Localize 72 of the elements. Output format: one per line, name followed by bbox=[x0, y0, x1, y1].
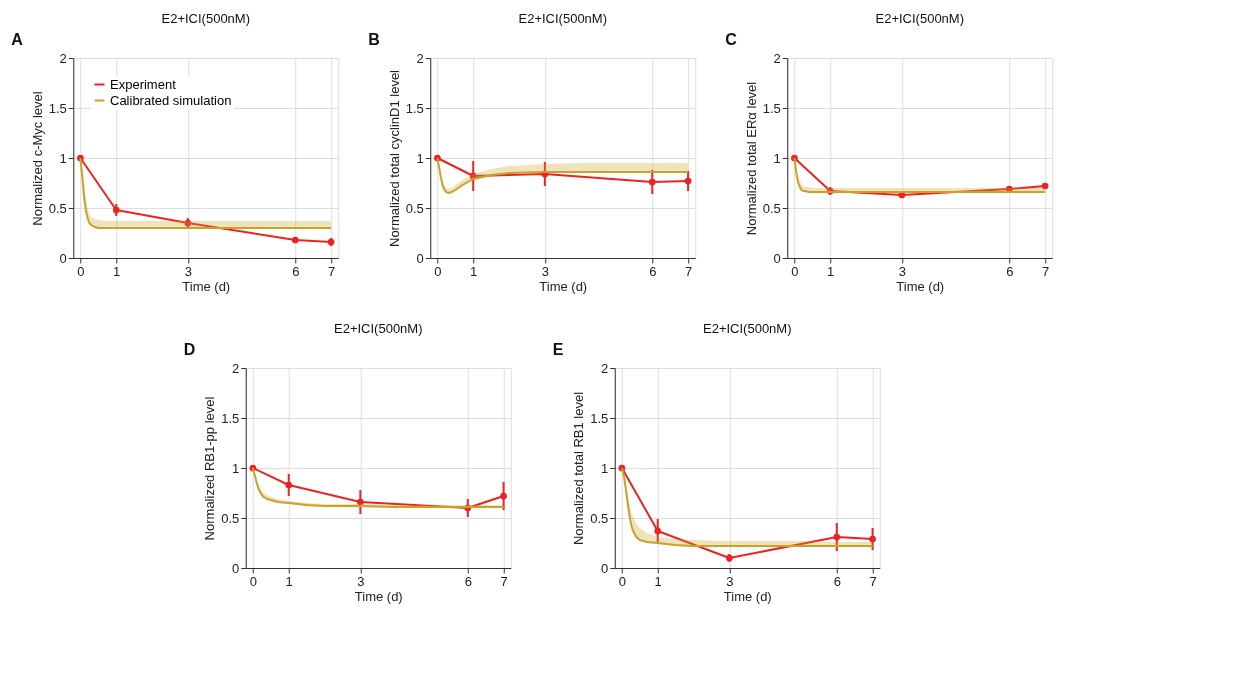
chart-title: E2+ICI(500nM) bbox=[333, 321, 423, 336]
y-tick-label: 0.5 bbox=[762, 200, 781, 216]
x-tick-label: 1 bbox=[285, 573, 293, 589]
y-tick-label: 1.5 bbox=[590, 410, 609, 426]
x-tick-label: 3 bbox=[357, 573, 365, 589]
x-axis-title: Time (d) bbox=[354, 588, 403, 604]
y-tick-label: 1 bbox=[416, 150, 424, 166]
x-axis-title: Time (d) bbox=[182, 278, 231, 294]
x-tick-label: 1 bbox=[827, 263, 835, 279]
x-tick-label: 6 bbox=[649, 263, 657, 279]
y-axis-title: Normalized total ERα level bbox=[743, 81, 759, 236]
x-tick-label: 1 bbox=[654, 573, 662, 589]
x-tick-label: 3 bbox=[184, 263, 192, 279]
x-tick-label: 7 bbox=[684, 263, 693, 279]
x-tick-label: 0 bbox=[791, 263, 799, 279]
x-tick-label: 7 bbox=[500, 573, 508, 589]
x-tick-label: 6 bbox=[1006, 263, 1014, 279]
x-axis-title: Time (d) bbox=[723, 588, 772, 604]
x-tick-label: 6 bbox=[833, 573, 841, 589]
text: C bbox=[725, 31, 738, 48]
x-axis-title: Time (d) bbox=[896, 278, 945, 294]
chart-title: E2+ICI(500nM) bbox=[875, 11, 965, 26]
y-tick-label: 1.5 bbox=[762, 100, 781, 116]
x-tick-label: 7 bbox=[869, 573, 877, 589]
x-tick-label: 3 bbox=[541, 263, 549, 279]
y-tick-label: 0.5 bbox=[405, 200, 424, 216]
y-tick-label: 2 bbox=[773, 50, 781, 66]
y-tick-label: 2 bbox=[59, 50, 67, 66]
y-tick-label: 0 bbox=[601, 560, 609, 576]
y-axis-title: Normalized c-Myc level bbox=[29, 91, 45, 226]
y-tick-label: 1.5 bbox=[405, 100, 424, 116]
y-tick-label: 0.5 bbox=[48, 200, 67, 216]
y-tick-label: 0 bbox=[59, 250, 67, 266]
text: B bbox=[368, 31, 380, 48]
x-axis-title: Time (d) bbox=[539, 278, 588, 294]
x-tick-label: 0 bbox=[618, 573, 627, 589]
x-tick-label: 7 bbox=[1041, 263, 1050, 279]
x-tick-label: 3 bbox=[898, 263, 906, 279]
y-tick-label: 1 bbox=[601, 460, 609, 476]
x-tick-label: 3 bbox=[726, 573, 734, 589]
y-tick-label: 2 bbox=[416, 50, 424, 66]
chart-title: E2+ICI(500nM) bbox=[702, 321, 792, 336]
y-tick-label: 0 bbox=[232, 560, 240, 576]
chart-title: E2+ICI(500nM) bbox=[518, 11, 608, 26]
y-tick-label: 1 bbox=[232, 460, 240, 476]
x-tick-label: 0 bbox=[434, 263, 442, 279]
y-tick-label: 1.5 bbox=[221, 410, 240, 426]
y-tick-label: 2 bbox=[232, 360, 240, 376]
x-tick-label: 0 bbox=[77, 263, 85, 279]
y-tick-label: 0.5 bbox=[590, 510, 609, 526]
x-tick-label: 1 bbox=[470, 263, 478, 279]
x-tick-label: 1 bbox=[113, 263, 121, 279]
y-axis-title: Normalized total RB1 level bbox=[571, 391, 587, 546]
y-tick-label: 1.5 bbox=[48, 100, 67, 116]
text: E bbox=[552, 341, 564, 358]
x-tick-label: 7 bbox=[327, 263, 336, 279]
chart-title: E2+ICI(500nM) bbox=[161, 11, 251, 26]
y-axis-title: Normalized total cyclinD1 level bbox=[386, 69, 402, 248]
y-tick-label: 0 bbox=[773, 250, 781, 266]
y-tick-label: 1 bbox=[59, 150, 67, 166]
y-tick-label: 0 bbox=[416, 250, 424, 266]
text: A bbox=[11, 31, 24, 48]
legend-label: Calibrated simulation bbox=[110, 92, 232, 108]
y-tick-label: 2 bbox=[601, 360, 609, 376]
x-tick-label: 6 bbox=[292, 263, 300, 279]
x-tick-label: 6 bbox=[464, 573, 472, 589]
legend-label: Experiment bbox=[110, 76, 177, 92]
y-axis-title: Normalized RB1-pp level bbox=[202, 396, 218, 541]
y-tick-label: 1 bbox=[773, 150, 781, 166]
y-tick-label: 0.5 bbox=[221, 510, 240, 526]
x-tick-label: 0 bbox=[249, 573, 258, 589]
text: D bbox=[183, 341, 196, 358]
